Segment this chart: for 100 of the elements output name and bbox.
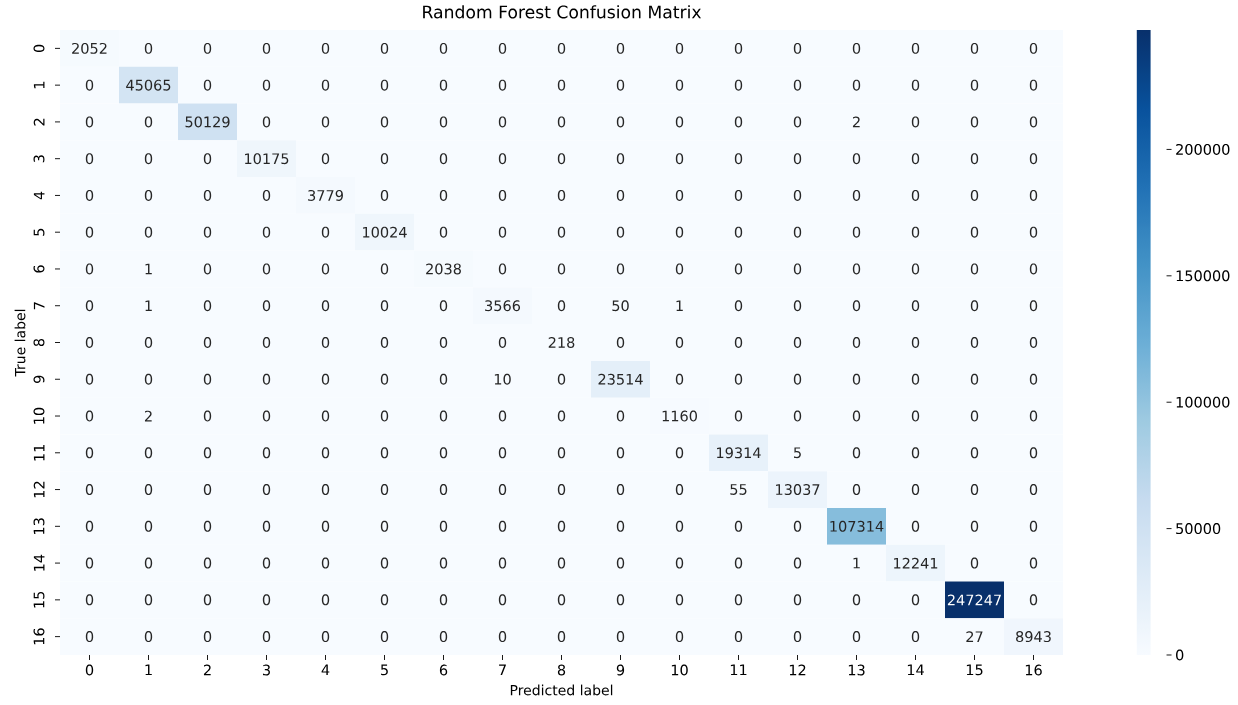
y-tick-label: 3 [33,155,45,163]
data-label: 0 [852,631,861,643]
data-label: 0 [321,520,330,532]
data-label: 0 [262,557,271,569]
x-tick-label: 0 [85,664,94,676]
data-label: 0 [439,189,448,201]
data-label: 0 [911,263,920,275]
data-label: 0 [498,226,507,238]
data-label: 10 [494,373,511,385]
data-label: 0 [144,226,153,238]
data-label: 0 [85,410,94,422]
x-tick-label: 2 [203,664,211,676]
data-label: 0 [557,447,566,459]
x-axis-title: Predicted label [510,684,613,696]
data-label: 0 [616,557,625,569]
y-tick-label: 12 [33,481,45,498]
data-label: 0 [380,116,389,128]
data-label: 0 [203,373,212,385]
data-label: 0 [262,520,271,532]
data-label: 0 [203,484,212,496]
data-label: 0 [380,373,389,385]
data-label: 0 [852,263,861,275]
data-label: 0 [439,594,448,606]
data-label: 0 [498,557,507,569]
data-label: 0 [911,79,920,91]
data-label: 0 [85,300,94,312]
data-label: 0 [85,189,94,201]
data-label: 0 [380,42,389,54]
y-tick-label: 14 [33,554,45,571]
data-label: 0 [262,79,271,91]
data-label: 0 [911,42,920,54]
data-label: 0 [321,337,330,348]
data-label: 0 [616,447,625,459]
data-label: 0 [734,373,743,385]
data-label: 0 [616,226,625,238]
data-label: 0 [203,189,212,201]
data-label: 0 [321,410,330,422]
data-label: 1 [676,300,683,312]
data-label: 0 [144,520,153,532]
x-tick-label: 8 [557,664,566,676]
y-tick-label: 4 [33,191,45,200]
data-label: 0 [85,520,94,532]
data-label: 0 [970,226,979,238]
data-label: 0 [321,557,330,569]
data-label: 0 [616,520,625,532]
data-label: 0 [616,42,625,54]
data-label: 0 [970,116,979,128]
data-label: 0 [1029,42,1038,54]
data-label: 0 [734,153,743,165]
data-label: 0 [85,447,94,459]
x-tick-label: 12 [789,664,806,676]
data-label: 0 [380,447,389,459]
data-label: 0 [321,153,330,165]
data-label: 2038 [426,263,461,275]
data-label: 23514 [598,373,643,385]
data-label: 0 [793,410,802,422]
data-label: 0 [380,79,389,91]
data-label: 0 [734,116,743,128]
data-label: 0 [144,116,153,128]
x-tick-label: 15 [966,664,983,676]
data-label: 0 [970,373,979,385]
data-label: 0 [439,153,448,165]
data-label: 0 [380,189,389,201]
data-label: 0 [498,153,507,165]
data-label: 0 [321,373,330,385]
x-tick-label: 1 [145,664,152,676]
data-label: 0 [439,447,448,459]
data-label: 50 [612,300,629,312]
data-label: 0 [970,189,979,201]
data-label: 0 [970,520,979,532]
data-label: 0 [1029,594,1038,606]
data-label: 0 [439,337,448,348]
data-label: 0 [911,410,920,422]
data-label: 0 [85,79,94,91]
data-label: 0 [262,189,271,201]
color-bar-label: 200000 [1176,143,1230,155]
data-label: 0 [1029,300,1038,312]
data-label: 0 [852,373,861,385]
data-label: 0 [675,189,684,201]
data-label: 0 [793,153,802,165]
data-label: 0 [262,116,271,128]
data-label: 0 [970,410,979,422]
data-label: 3779 [308,189,343,201]
data-label: 0 [852,226,861,238]
data-label: 0 [380,153,389,165]
data-label: 0 [970,484,979,496]
data-label: 0 [1029,337,1038,348]
data-label: 0 [616,631,625,643]
y-axis-title: True label [14,309,26,377]
data-label: 0 [380,300,389,312]
data-label: 0 [911,189,920,201]
data-label: 50129 [185,116,230,128]
data-label: 0 [557,300,566,312]
data-label: 0 [203,226,212,238]
data-label: 0 [498,631,507,643]
data-label: 0 [970,42,979,54]
data-label: 0 [793,116,802,128]
data-label: 0 [203,300,212,312]
data-label: 0 [203,79,212,91]
data-label: 0 [144,337,153,348]
